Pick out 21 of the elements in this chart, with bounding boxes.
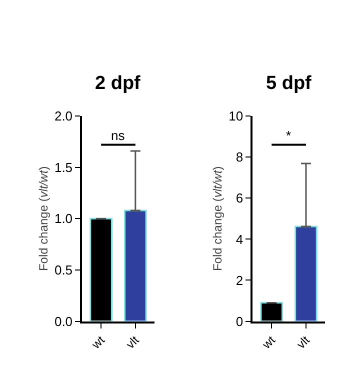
annotation: * xyxy=(286,128,292,143)
y-tick-label: 1.0 xyxy=(54,211,73,226)
y-tick-label: 0.5 xyxy=(54,262,73,278)
y-tick-label: 8 xyxy=(236,150,244,165)
y-tick-label: 2.0 xyxy=(54,108,73,124)
annotation: ns xyxy=(111,128,126,143)
y-axis-title: Fold change (vlt/wt) xyxy=(36,166,50,272)
chart-title: 2 dpf xyxy=(95,73,142,94)
x-tick-label: vlt xyxy=(123,332,142,352)
x-tick-label: wt xyxy=(88,332,108,352)
y-tick-label: 10 xyxy=(228,108,244,124)
y-tick-label: 4 xyxy=(236,232,244,247)
y-tick-label: 6 xyxy=(236,190,244,206)
y-tick-label: 0.0 xyxy=(54,314,73,329)
x-tick-label: vlt xyxy=(294,332,313,352)
chart-title: 5 dpf xyxy=(266,73,312,94)
y-axis-title: Fold change (vlt/wt) xyxy=(210,166,224,272)
y-tick-label: 0 xyxy=(236,314,244,329)
y-tick-label: 1.5 xyxy=(54,160,73,175)
x-tick-label: wt xyxy=(258,332,278,352)
y-tick-label: 2 xyxy=(236,272,244,288)
